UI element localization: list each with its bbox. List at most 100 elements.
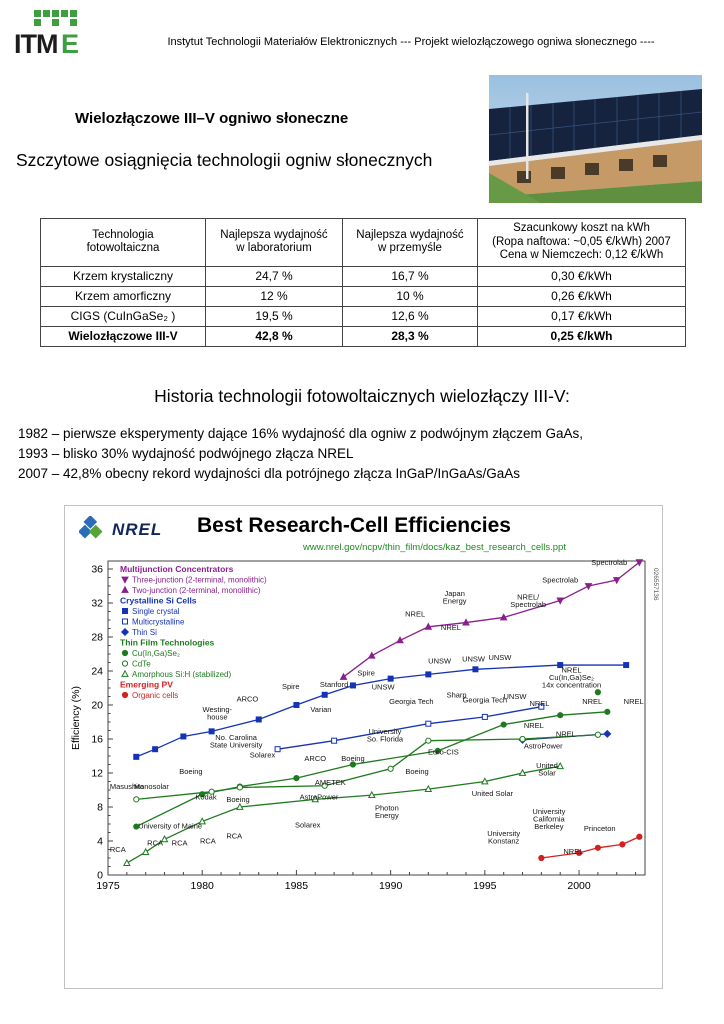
series-two-junction-2-terminal-monolithic- bbox=[339, 613, 508, 680]
itme-logo-graphic: ITM E bbox=[14, 10, 79, 59]
svg-text:Boeing: Boeing bbox=[226, 795, 249, 804]
table-row: Krzem krystaliczny 24,7 % 16,7 % 0,30 €/kWh bbox=[40, 265, 686, 287]
svg-text:Cu(In,Ga)Se₂: Cu(In,Ga)Se₂ bbox=[132, 649, 180, 658]
series-single-crystal-si bbox=[133, 662, 630, 760]
svg-text:RCA: RCA bbox=[147, 838, 163, 847]
svg-text:1990: 1990 bbox=[379, 880, 403, 892]
svg-text:Princeton: Princeton bbox=[584, 824, 616, 833]
svg-text:2000: 2000 bbox=[567, 880, 591, 892]
svg-text:Two-junction (2-terminal, mono: Two-junction (2-terminal, monolithic) bbox=[132, 586, 261, 595]
svg-text:24: 24 bbox=[91, 666, 103, 678]
svg-text:1995: 1995 bbox=[473, 880, 497, 892]
svg-text:Varian: Varian bbox=[310, 705, 331, 714]
svg-text:NREL: NREL bbox=[556, 729, 576, 738]
history-line: 1982 – pierwsze eksperymenty dające 16% … bbox=[18, 426, 584, 441]
svg-text:UNSW: UNSW bbox=[428, 656, 452, 665]
chart-title: Best Research-Cell Efficiencies bbox=[197, 514, 511, 537]
nrel-logo: NREL bbox=[79, 516, 162, 544]
svg-text:Boeing: Boeing bbox=[179, 767, 202, 776]
svg-text:Georgia Tech: Georgia Tech bbox=[463, 695, 507, 704]
svg-text:ARCO: ARCO bbox=[304, 754, 326, 763]
table-cell: 10 % bbox=[342, 285, 478, 307]
svg-text:Solarex: Solarex bbox=[295, 820, 321, 829]
svg-text:RCA: RCA bbox=[172, 838, 188, 847]
svg-text:AstroPower: AstroPower bbox=[524, 741, 563, 750]
svg-text:NREL: NREL bbox=[563, 847, 583, 856]
table-cell: CIGS (CuInGaSe₂ ) bbox=[40, 305, 206, 327]
table-cell: 16,7 % bbox=[342, 265, 478, 287]
svg-text:Organic cells: Organic cells bbox=[132, 691, 178, 700]
table-cell: 12 % bbox=[205, 285, 343, 307]
table-cell: 12,6 % bbox=[342, 305, 478, 327]
history-line: 1993 – blisko 30% wydajność podwójnego z… bbox=[18, 446, 354, 461]
table-cell: 24,7 % bbox=[205, 265, 343, 287]
svg-text:Amorphous Si:H (stabilized): Amorphous Si:H (stabilized) bbox=[132, 670, 231, 679]
table-cell: 0,26 €/kWh bbox=[477, 285, 686, 307]
svg-text:Single crystal: Single crystal bbox=[132, 607, 180, 616]
series-organic-cells bbox=[538, 833, 643, 862]
table-cell: 42,8 % bbox=[205, 325, 343, 347]
svg-text:University of Maine: University of Maine bbox=[138, 821, 202, 830]
svg-text:UNSW: UNSW bbox=[504, 692, 528, 701]
table-cell: Krzem amorficzny bbox=[40, 285, 206, 307]
svg-text:Boeing: Boeing bbox=[405, 767, 428, 776]
col-header-technology: Technologia fotowoltaiczna bbox=[40, 218, 206, 267]
table-cell: Wielozłączowe III-V bbox=[40, 325, 206, 347]
svg-text:Spectrolab: Spectrolab bbox=[591, 558, 627, 567]
svg-text:Sharp: Sharp bbox=[447, 690, 467, 699]
table-row: CIGS (CuInGaSe₂ ) 19,5 % 12,6 % 0,17 €/kWh bbox=[40, 305, 686, 327]
svg-text:Stanford: Stanford bbox=[320, 680, 348, 689]
nrel-logo-mark bbox=[79, 516, 103, 539]
svg-text:Efficiency (%): Efficiency (%) bbox=[70, 686, 82, 750]
header-text: Instytut Technologii Materiałów Elektron… bbox=[167, 36, 655, 48]
history-paragraph: 1982 – pierwsze eksperymenty dające 16% … bbox=[18, 424, 583, 484]
svg-text:Thin Film Technologies: Thin Film Technologies bbox=[120, 638, 215, 648]
svg-text:28: 28 bbox=[91, 632, 103, 644]
svg-text:NREL: NREL bbox=[524, 721, 544, 730]
col-header-lab-efficiency: Najlepsza wydajność w laboratorium bbox=[205, 218, 343, 267]
table-cell: 0,30 €/kWh bbox=[477, 265, 686, 287]
svg-text:RCA: RCA bbox=[110, 845, 126, 854]
svg-text:Multicrystalline: Multicrystalline bbox=[132, 618, 185, 627]
svg-text:UNSW: UNSW bbox=[372, 683, 396, 692]
svg-text:ITM: ITM bbox=[14, 29, 58, 59]
series-three-junction-2-terminal-monolithic- bbox=[556, 559, 644, 605]
svg-text:RCA: RCA bbox=[226, 831, 242, 840]
svg-text:AstroPower: AstroPower bbox=[300, 792, 339, 801]
svg-text:Kodak: Kodak bbox=[195, 792, 217, 801]
svg-text:RCA: RCA bbox=[200, 837, 216, 846]
svg-text:026557136: 026557136 bbox=[652, 568, 659, 601]
svg-text:8: 8 bbox=[97, 802, 103, 814]
series-cu-in-ga-se-14x-concentration bbox=[594, 689, 601, 696]
history-heading: Historia technologii fotowoltaicznych wi… bbox=[154, 386, 570, 406]
svg-text:Georgia Tech: Georgia Tech bbox=[389, 697, 433, 706]
svg-text:1975: 1975 bbox=[96, 880, 120, 892]
svg-text:Westing-house: Westing-house bbox=[203, 705, 233, 722]
svg-text:E: E bbox=[61, 29, 79, 59]
svg-text:NREL: NREL bbox=[405, 610, 425, 619]
svg-text:36: 36 bbox=[91, 564, 103, 576]
svg-text:NREL/Spectrolab: NREL/Spectrolab bbox=[510, 593, 546, 610]
svg-text:Monosolar: Monosolar bbox=[134, 782, 170, 791]
nrel-logo-text: NREL bbox=[112, 520, 163, 539]
svg-text:ARCO: ARCO bbox=[237, 695, 259, 704]
svg-text:Solarex: Solarex bbox=[250, 751, 276, 760]
table-row: Wielozłączowe III-V 42,8 % 28,3 % 0,25 €/kW… bbox=[40, 325, 686, 347]
pv-technology-table: Technologia fotowoltaiczna Najlepsza wyd… bbox=[40, 218, 686, 347]
svg-text:NREL: NREL bbox=[582, 697, 602, 706]
page-subtitle: Szczytowe osiągnięcia technologii ogniw … bbox=[16, 150, 433, 170]
table-row: Krzem amorficzny 12 % 10 % 0,26 €/kWh bbox=[40, 285, 686, 307]
svg-text:Spire: Spire bbox=[357, 668, 375, 677]
svg-text:4: 4 bbox=[97, 836, 103, 848]
nrel-efficiency-chart: 1975 1980 1985 1990 1995 2000 0 4 8 12 16 20 24 28 32 3… bbox=[64, 505, 663, 989]
svg-text:Spectrolab: Spectrolab bbox=[542, 576, 578, 585]
svg-text:Spire: Spire bbox=[282, 682, 300, 691]
svg-text:16: 16 bbox=[91, 734, 103, 746]
history-line: 2007 – 42,8% obecny rekord wydajności dl… bbox=[18, 466, 521, 481]
svg-text:Multijunction Concentrators: Multijunction Concentrators bbox=[120, 564, 234, 574]
